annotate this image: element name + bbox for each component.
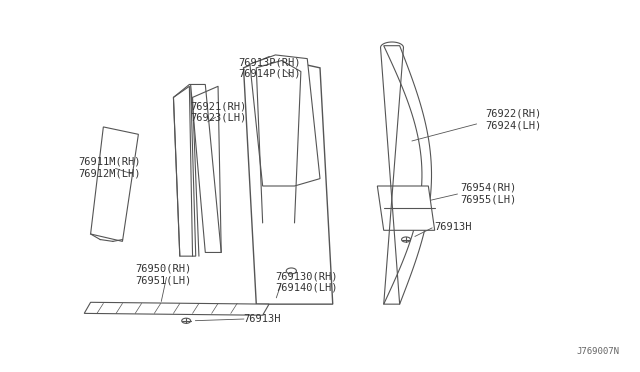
Polygon shape xyxy=(250,55,320,186)
Text: 76921(RH)
76923(LH): 76921(RH) 76923(LH) xyxy=(190,101,246,123)
Circle shape xyxy=(286,268,296,274)
Text: 76913P(RH)
76914P(LH): 76913P(RH) 76914P(LH) xyxy=(238,57,300,78)
Polygon shape xyxy=(384,46,431,304)
Polygon shape xyxy=(378,186,435,230)
Text: 76954(RH)
76955(LH): 76954(RH) 76955(LH) xyxy=(460,183,516,204)
Text: 76913H: 76913H xyxy=(244,314,281,324)
Text: J769007N: J769007N xyxy=(577,347,620,356)
Circle shape xyxy=(401,237,410,242)
Polygon shape xyxy=(84,302,269,315)
Polygon shape xyxy=(173,84,221,256)
Text: 76922(RH)
76924(LH): 76922(RH) 76924(LH) xyxy=(486,109,542,130)
Circle shape xyxy=(182,318,191,323)
Polygon shape xyxy=(244,57,333,304)
Text: 769130(RH)
769140(LH): 769130(RH) 769140(LH) xyxy=(275,271,338,293)
Text: 76913H: 76913H xyxy=(435,222,472,232)
Polygon shape xyxy=(91,127,138,241)
Text: 76950(RH)
76951(LH): 76950(RH) 76951(LH) xyxy=(135,264,191,285)
Text: 76911M(RH)
76912M(LH): 76911M(RH) 76912M(LH) xyxy=(78,157,140,178)
